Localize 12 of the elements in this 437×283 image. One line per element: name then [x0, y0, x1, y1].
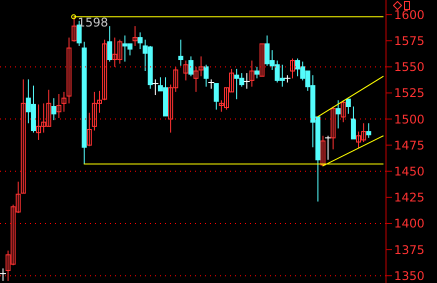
y-tick-label: 1425: [394, 190, 425, 205]
y-tick-label: 1525: [394, 86, 425, 100]
y-tick-label: 1475: [394, 138, 425, 152]
y-tick-label: 1375: [394, 242, 425, 257]
y-tick-label: 1575: [394, 34, 425, 48]
y-tick-label: 1600: [394, 8, 425, 22]
annotation: 1598: [78, 16, 108, 30]
y-tick-label: 1550: [394, 60, 425, 74]
y-tick-label: 1400: [394, 216, 425, 231]
y-tick-label: 1500: [394, 112, 425, 126]
y-tick-label: 1350: [394, 268, 425, 283]
y-tick-label: 1450: [394, 164, 425, 179]
